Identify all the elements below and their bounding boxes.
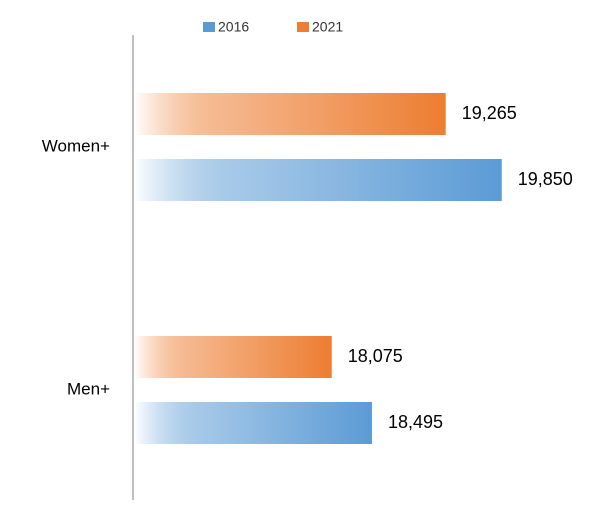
bar (134, 336, 332, 378)
legend-label: 2021 (312, 19, 343, 35)
legend-swatch (203, 22, 215, 32)
bar (134, 93, 446, 135)
bar (134, 159, 502, 201)
value-label: 18,075 (348, 346, 403, 366)
legend-swatch (297, 22, 309, 32)
value-label: 18,495 (388, 412, 443, 432)
value-label: 19,265 (462, 103, 517, 123)
category-label: Men+ (67, 379, 110, 398)
legend-label: 2016 (218, 19, 249, 35)
value-label: 19,850 (518, 169, 573, 189)
category-label: Women+ (42, 136, 110, 155)
bar (134, 402, 372, 444)
